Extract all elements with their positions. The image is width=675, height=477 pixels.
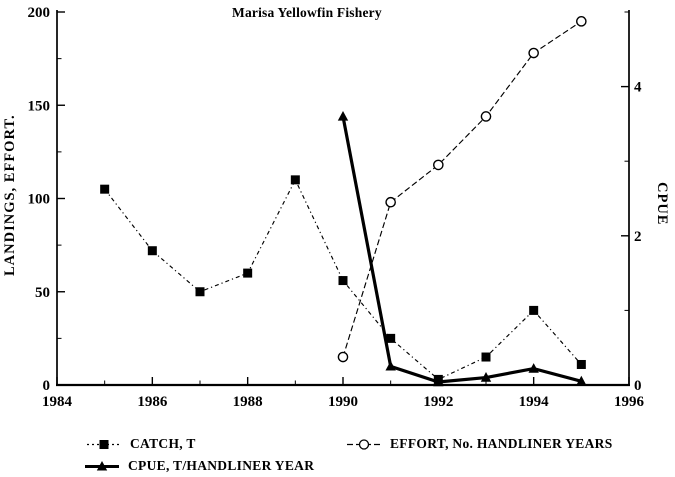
- catch-marker-1990: [338, 276, 348, 286]
- catch-marker-1985: [100, 184, 110, 194]
- legend-item-effort: EFFORT, No. HANDLINER YEARS: [346, 436, 613, 452]
- effort-marker-1995: [576, 16, 587, 27]
- left-axis-label: LANDINGS, EFFORT.: [2, 114, 18, 276]
- effort-marker-1990: [337, 351, 349, 363]
- catch-marker-1988: [243, 268, 253, 278]
- chart-title: Marisa Yellowfin Fishery: [232, 5, 382, 20]
- effort-marker-1993: [480, 111, 492, 122]
- x-tick-label-1990: 1990: [328, 394, 358, 410]
- x-tick-label-1996: 1996: [614, 394, 645, 410]
- catch-legend-marker-icon: [87, 439, 121, 449]
- effort-legend-marker-icon: [347, 438, 381, 450]
- legend-label-effort: EFFORT, No. HANDLINER YEARS: [390, 436, 613, 451]
- catch-marker-1987: [195, 287, 205, 297]
- catch-marker-1986: [147, 246, 157, 256]
- cpue-legend-marker-icon: [85, 460, 119, 470]
- cpue-series-line: [341, 116, 582, 384]
- cpue-marker-1994: [528, 363, 539, 373]
- legend-item-catch: CATCH, T: [86, 436, 196, 452]
- catch-marker-1991: [386, 333, 396, 343]
- x-tick-label-1992: 1992: [423, 394, 453, 410]
- catch-marker-1995: [576, 359, 586, 369]
- right-tick-label-2: 2: [634, 229, 642, 245]
- effort-marker-1994: [528, 47, 539, 59]
- catch-marker-1993: [481, 352, 491, 362]
- right-tick-label-0: 0: [634, 378, 642, 394]
- left-tick-label-100: 100: [28, 192, 51, 208]
- right-axis-label: CPUE: [654, 182, 670, 226]
- cpue-marker-1991: [385, 360, 396, 371]
- cpue-marker-1990: [337, 110, 349, 121]
- cpue-marker-1995: [576, 375, 587, 386]
- left-tick-label-150: 150: [28, 98, 51, 114]
- effort-marker-1991: [385, 196, 396, 208]
- catch-series-line: [104, 178, 582, 381]
- left-tick-label-0: 0: [43, 378, 51, 394]
- cpue-marker-1993: [480, 372, 492, 382]
- legend-label-catch: CATCH, T: [130, 436, 196, 451]
- cpue-marker-1992: [433, 376, 444, 387]
- x-tick-label-1994: 1994: [519, 394, 550, 410]
- right-tick-label-4: 4: [634, 80, 642, 96]
- catch-marker-1994: [529, 305, 539, 315]
- legend-label-cpue: CPUE, T/HANDLINER YEAR: [128, 458, 315, 473]
- x-tick-label-1986: 1986: [137, 394, 168, 410]
- effort-marker-1992: [433, 159, 444, 171]
- left-tick-label-200: 200: [28, 5, 51, 21]
- effort-series-line: [342, 20, 582, 358]
- x-tick-label-1988: 1988: [233, 394, 263, 410]
- legend-item-cpue: CPUE, T/HANDLINER YEAR: [84, 458, 314, 474]
- left-tick-label-50: 50: [35, 285, 50, 301]
- x-tick-label-1984: 1984: [42, 394, 73, 410]
- catch-marker-1989: [290, 175, 300, 185]
